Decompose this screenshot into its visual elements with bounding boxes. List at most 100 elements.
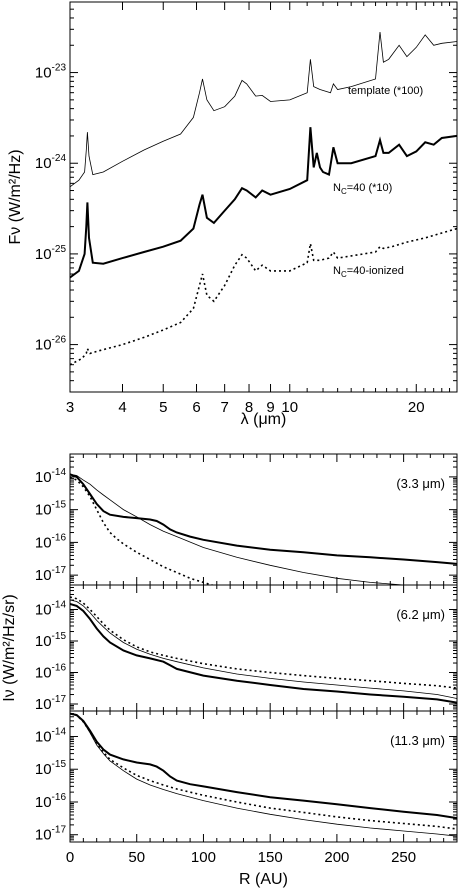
- tick-exponent: -15: [52, 500, 67, 511]
- y-tick-label: 10-14: [35, 726, 67, 745]
- x-tick-label: 6: [192, 399, 200, 416]
- spectrum-series-thin: [69, 31, 458, 188]
- profile-series-dotted: [70, 712, 457, 830]
- x-tick-label-text: 150: [258, 849, 283, 866]
- x-tick-label-text: 7: [220, 399, 228, 416]
- spectrum-plot-frame: [69, 1, 458, 393]
- x-axis-title-text: R (AU): [239, 871, 288, 888]
- y-tick-label: 10-16: [35, 792, 67, 811]
- y-tick-label: 10-15: [35, 631, 67, 650]
- tick-exponent: -14: [52, 600, 67, 611]
- profile-series-thin: [70, 599, 457, 699]
- radial-panel-frame: [69, 584, 458, 712]
- x-tick-label-text: 9: [266, 399, 274, 416]
- tick-base: 10: [35, 794, 52, 811]
- annotation-rest: =40 (*10): [347, 182, 393, 194]
- annotation-base: N: [333, 265, 341, 277]
- x-axis-title: R (AU): [239, 871, 288, 888]
- panel-wavelength-label-text: (3.3 μm): [396, 476, 445, 491]
- x-tick-label: 200: [324, 849, 349, 866]
- series-annotation: template (*100): [348, 85, 423, 97]
- panel-wavelength-label: (11.3 μm): [390, 733, 445, 748]
- y-tick-label: 10-17: [35, 694, 67, 713]
- x-tick-label: 5: [159, 399, 167, 416]
- x-axis-title: λ (μm): [241, 411, 287, 428]
- tick-base: 10: [35, 337, 52, 354]
- tick-base: 10: [35, 696, 52, 713]
- tick-exponent: -15: [52, 631, 67, 642]
- y-tick-label: 10-15: [35, 759, 67, 778]
- panel-series-group: [70, 712, 457, 837]
- tick-exponent: -14: [52, 467, 67, 478]
- panel-wavelength-label-text: (6.2 μm): [396, 607, 445, 622]
- x-tick-label-text: 4: [118, 399, 126, 416]
- x-tick-label: 250: [391, 849, 416, 866]
- x-tick-label: 4: [118, 399, 126, 416]
- panel-wavelength-label: (3.3 μm): [396, 476, 445, 491]
- y-tick-label: 10-14: [35, 467, 67, 486]
- tick-base: 10: [35, 155, 52, 172]
- y-tick-label: 10-14: [35, 600, 67, 619]
- annotation-base: N: [333, 182, 341, 194]
- y-tick-label: 10-17: [35, 565, 67, 584]
- y-tick-label: 10-26: [35, 335, 67, 354]
- x-tick-label-text: 20: [408, 399, 425, 416]
- y-tick-label: 10-23: [35, 63, 67, 82]
- y-axis-title-text: Iν (W/m²/Hz/sr): [1, 594, 18, 702]
- tick-exponent: -14: [52, 726, 67, 737]
- spectrum-series-thick: [69, 127, 458, 279]
- y-tick-label: 10-15: [35, 500, 67, 519]
- profile-series-thin: [70, 473, 411, 585]
- tick-exponent: -25: [52, 244, 67, 255]
- tick-base: 10: [35, 761, 52, 778]
- x-tick-label-text: 3: [66, 399, 74, 416]
- x-tick-label: 0: [66, 849, 74, 866]
- tick-base: 10: [35, 602, 52, 619]
- x-tick-label: 150: [258, 849, 283, 866]
- profile-series-thick: [70, 712, 457, 820]
- series-annotation: NC=40 (*10): [333, 182, 392, 196]
- tick-base: 10: [35, 827, 52, 844]
- tick-exponent: -17: [52, 565, 67, 576]
- radial-panel-frame: [69, 453, 458, 586]
- annotation-rest: =40-ionized: [347, 265, 404, 277]
- annotation-sub: C: [341, 270, 347, 279]
- x-tick-label: 8: [245, 399, 253, 416]
- panel-series-group: [70, 596, 457, 704]
- y-axis-title: Fν (W/m²/Hz): [7, 149, 24, 244]
- tick-base: 10: [35, 65, 52, 82]
- panel-wavelength-label-text: (11.3 μm): [390, 733, 445, 748]
- annotation-text: template (*100): [348, 85, 423, 97]
- x-tick-label: 3: [66, 399, 74, 416]
- series-annotation: NC=40-ionized: [333, 265, 404, 279]
- x-tick-label-text: 6: [192, 399, 200, 416]
- y-tick-label: 10-25: [35, 244, 67, 263]
- x-tick-label: 9: [266, 399, 274, 416]
- profile-series-thick: [70, 473, 457, 565]
- x-axis-title-text: λ (μm): [241, 411, 287, 428]
- tick-exponent: -17: [52, 825, 67, 836]
- x-tick-label: 7: [220, 399, 228, 416]
- tick-exponent: -17: [52, 694, 67, 705]
- y-axis-title-text: Fν (W/m²/Hz): [7, 149, 24, 244]
- y-tick-label: 10-16: [35, 532, 67, 551]
- tick-exponent: -15: [52, 759, 67, 770]
- x-tick-label-text: 250: [391, 849, 416, 866]
- x-tick-label-text: 0: [66, 849, 74, 866]
- tick-exponent: -23: [52, 63, 67, 74]
- tick-base: 10: [35, 665, 52, 682]
- panel-wavelength-label: (6.2 μm): [396, 607, 445, 622]
- x-tick-label: 100: [191, 849, 216, 866]
- tick-base: 10: [35, 246, 52, 263]
- tick-base: 10: [35, 469, 52, 486]
- x-tick-label: 20: [408, 399, 425, 416]
- profile-series-thick: [70, 603, 457, 704]
- tick-base: 10: [35, 728, 52, 745]
- x-tick-label-text: 8: [245, 399, 253, 416]
